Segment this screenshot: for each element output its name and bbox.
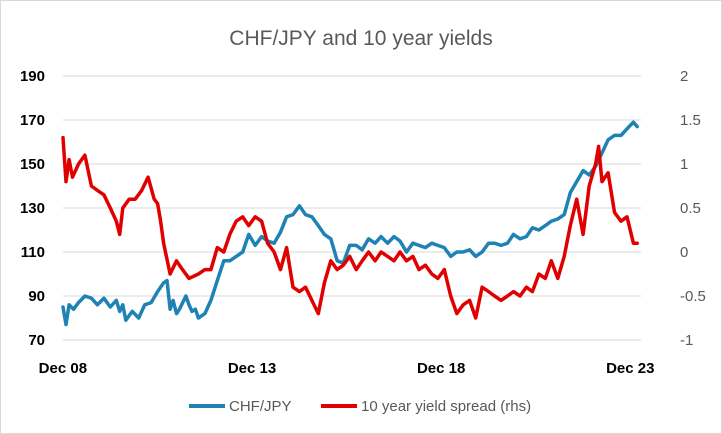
y-left-tick-label: 170 [20,112,45,129]
axes: 70 90 110 130 150 170 190 -1 -0.5 0 0.5 1 1.5 2 Dec 08… [20,68,706,377]
y-right-tick-label: 0.5 [680,200,701,217]
y-right-tick-label: -1 [680,332,693,349]
y-left-tick-label: 130 [20,200,45,217]
x-tick-label: Dec 13 [228,360,276,377]
x-tick-label: Dec 18 [417,360,465,377]
gridlines [63,75,641,341]
x-tick-label: Dec 08 [39,360,87,377]
legend-label: 10 year yield spread (rhs) [361,398,531,415]
y-right-tick-label: 2 [680,68,688,85]
y-left-tick-label: 70 [28,332,45,349]
y-right-tick-label: -0.5 [680,288,706,305]
legend-label: CHF/JPY [229,398,292,415]
legend: CHF/JPY 10 year yield spread (rhs) [189,398,531,415]
series-line-chf-jpy [61,120,639,327]
y-right-tick-label: 0 [680,244,688,261]
y-right-tick-label: 1.5 [680,112,701,129]
y-left-tick-label: 90 [28,288,45,305]
series-line-10-year-yield-spread-rhs [61,135,639,320]
x-tick-label: Dec 23 [606,360,654,377]
y-right-tick-label: 1 [680,156,688,173]
series-layer [61,120,639,327]
chart-title: CHF/JPY and 10 year yields [229,27,492,50]
y-left-tick-label: 190 [20,68,45,85]
y-left-tick-label: 150 [20,156,45,173]
y-left-tick-label: 110 [21,244,45,261]
